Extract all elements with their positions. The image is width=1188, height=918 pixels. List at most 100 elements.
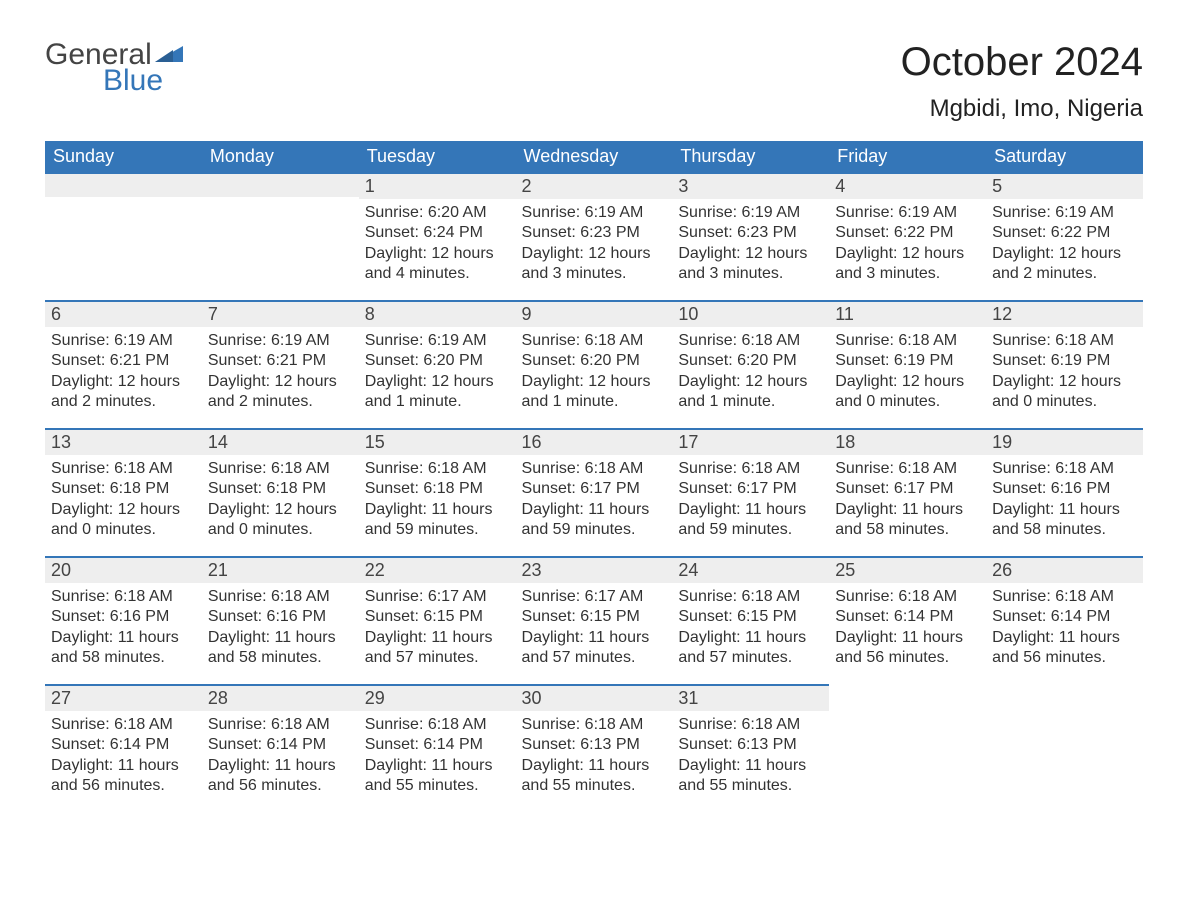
day-dl1: Daylight: 11 hours	[678, 500, 823, 520]
day-sunset: Sunset: 6:14 PM	[51, 735, 196, 755]
day-sunset: Sunset: 6:15 PM	[678, 607, 823, 627]
day-dl1: Daylight: 12 hours	[678, 372, 823, 392]
calendar-table: Sunday Monday Tuesday Wednesday Thursday…	[45, 141, 1143, 812]
day-sunrise: Sunrise: 6:18 AM	[208, 587, 353, 607]
day-content: Sunrise: 6:18 AMSunset: 6:19 PMDaylight:…	[829, 327, 986, 423]
day-sunrise: Sunrise: 6:18 AM	[992, 331, 1137, 351]
day-content: Sunrise: 6:18 AMSunset: 6:17 PMDaylight:…	[672, 455, 829, 551]
calendar-day-cell: 15Sunrise: 6:18 AMSunset: 6:18 PMDayligh…	[359, 428, 516, 556]
day-sunset: Sunset: 6:21 PM	[208, 351, 353, 371]
day-sunset: Sunset: 6:20 PM	[678, 351, 823, 371]
day-sunset: Sunset: 6:13 PM	[678, 735, 823, 755]
day-dl2: and 0 minutes.	[51, 520, 196, 540]
calendar-week-row: 6Sunrise: 6:19 AMSunset: 6:21 PMDaylight…	[45, 300, 1143, 428]
day-dl2: and 58 minutes.	[51, 648, 196, 668]
day-sunrise: Sunrise: 6:18 AM	[51, 587, 196, 607]
day-sunset: Sunset: 6:22 PM	[992, 223, 1137, 243]
day-sunset: Sunset: 6:23 PM	[522, 223, 667, 243]
logo: General Blue	[45, 40, 183, 96]
day-sunrise: Sunrise: 6:18 AM	[522, 331, 667, 351]
day-sunrise: Sunrise: 6:18 AM	[51, 459, 196, 479]
day-dl1: Daylight: 11 hours	[365, 628, 510, 648]
day-sunset: Sunset: 6:19 PM	[992, 351, 1137, 371]
day-dl2: and 2 minutes.	[208, 392, 353, 412]
day-sunset: Sunset: 6:14 PM	[835, 607, 980, 627]
weekday-header: Wednesday	[516, 141, 673, 172]
day-number: 27	[45, 684, 202, 711]
day-sunrise: Sunrise: 6:17 AM	[365, 587, 510, 607]
day-dl1: Daylight: 12 hours	[835, 372, 980, 392]
day-sunset: Sunset: 6:15 PM	[365, 607, 510, 627]
day-sunrise: Sunrise: 6:18 AM	[365, 459, 510, 479]
day-content: Sunrise: 6:18 AMSunset: 6:18 PMDaylight:…	[45, 455, 202, 551]
day-content: Sunrise: 6:18 AMSunset: 6:18 PMDaylight:…	[202, 455, 359, 551]
day-sunrise: Sunrise: 6:18 AM	[365, 715, 510, 735]
day-content: Sunrise: 6:17 AMSunset: 6:15 PMDaylight:…	[359, 583, 516, 679]
calendar-day-cell: 8Sunrise: 6:19 AMSunset: 6:20 PMDaylight…	[359, 300, 516, 428]
day-sunrise: Sunrise: 6:18 AM	[992, 587, 1137, 607]
day-sunset: Sunset: 6:13 PM	[522, 735, 667, 755]
day-dl2: and 59 minutes.	[365, 520, 510, 540]
calendar-week-row: 13Sunrise: 6:18 AMSunset: 6:18 PMDayligh…	[45, 428, 1143, 556]
day-dl2: and 3 minutes.	[678, 264, 823, 284]
day-number: 26	[986, 556, 1143, 583]
day-dl1: Daylight: 11 hours	[678, 756, 823, 776]
day-number: 3	[672, 172, 829, 199]
day-dl2: and 56 minutes.	[992, 648, 1137, 668]
day-sunset: Sunset: 6:14 PM	[208, 735, 353, 755]
calendar-week-row: 20Sunrise: 6:18 AMSunset: 6:16 PMDayligh…	[45, 556, 1143, 684]
day-content: Sunrise: 6:18 AMSunset: 6:18 PMDaylight:…	[359, 455, 516, 551]
day-content: Sunrise: 6:19 AMSunset: 6:23 PMDaylight:…	[516, 199, 673, 295]
day-sunrise: Sunrise: 6:18 AM	[51, 715, 196, 735]
day-content: Sunrise: 6:18 AMSunset: 6:20 PMDaylight:…	[672, 327, 829, 423]
day-number: 24	[672, 556, 829, 583]
calendar-day-cell: 26Sunrise: 6:18 AMSunset: 6:14 PMDayligh…	[986, 556, 1143, 684]
day-dl1: Daylight: 11 hours	[835, 500, 980, 520]
day-sunrise: Sunrise: 6:18 AM	[678, 459, 823, 479]
day-dl2: and 56 minutes.	[208, 776, 353, 796]
calendar-day-cell: 11Sunrise: 6:18 AMSunset: 6:19 PMDayligh…	[829, 300, 986, 428]
day-sunrise: Sunrise: 6:18 AM	[992, 459, 1137, 479]
day-number: 7	[202, 300, 359, 327]
day-content: Sunrise: 6:19 AMSunset: 6:23 PMDaylight:…	[672, 199, 829, 295]
day-dl1: Daylight: 11 hours	[522, 500, 667, 520]
day-dl1: Daylight: 12 hours	[835, 244, 980, 264]
day-sunset: Sunset: 6:14 PM	[992, 607, 1137, 627]
day-dl1: Daylight: 12 hours	[208, 372, 353, 392]
calendar-day-cell: 12Sunrise: 6:18 AMSunset: 6:19 PMDayligh…	[986, 300, 1143, 428]
day-content: Sunrise: 6:19 AMSunset: 6:20 PMDaylight:…	[359, 327, 516, 423]
calendar-day-cell: 14Sunrise: 6:18 AMSunset: 6:18 PMDayligh…	[202, 428, 359, 556]
day-dl2: and 56 minutes.	[835, 648, 980, 668]
day-dl2: and 55 minutes.	[678, 776, 823, 796]
calendar-day-cell: 4Sunrise: 6:19 AMSunset: 6:22 PMDaylight…	[829, 172, 986, 300]
weekday-header: Monday	[202, 141, 359, 172]
day-content: Sunrise: 6:18 AMSunset: 6:19 PMDaylight:…	[986, 327, 1143, 423]
calendar-day-cell: 25Sunrise: 6:18 AMSunset: 6:14 PMDayligh…	[829, 556, 986, 684]
day-dl1: Daylight: 12 hours	[365, 372, 510, 392]
calendar-day-cell: 31Sunrise: 6:18 AMSunset: 6:13 PMDayligh…	[672, 684, 829, 812]
day-dl2: and 1 minute.	[522, 392, 667, 412]
day-dl1: Daylight: 12 hours	[51, 500, 196, 520]
day-dl1: Daylight: 11 hours	[51, 756, 196, 776]
day-number: 14	[202, 428, 359, 455]
day-sunset: Sunset: 6:17 PM	[678, 479, 823, 499]
day-number: 10	[672, 300, 829, 327]
calendar-day-cell: 17Sunrise: 6:18 AMSunset: 6:17 PMDayligh…	[672, 428, 829, 556]
calendar-day-cell	[202, 172, 359, 300]
day-sunrise: Sunrise: 6:18 AM	[835, 587, 980, 607]
day-content: Sunrise: 6:18 AMSunset: 6:14 PMDaylight:…	[45, 711, 202, 807]
day-number: 21	[202, 556, 359, 583]
calendar-week-row: 27Sunrise: 6:18 AMSunset: 6:14 PMDayligh…	[45, 684, 1143, 812]
day-number: 25	[829, 556, 986, 583]
calendar-day-cell: 7Sunrise: 6:19 AMSunset: 6:21 PMDaylight…	[202, 300, 359, 428]
calendar-day-cell: 16Sunrise: 6:18 AMSunset: 6:17 PMDayligh…	[516, 428, 673, 556]
day-number: 9	[516, 300, 673, 327]
day-dl1: Daylight: 12 hours	[992, 244, 1137, 264]
calendar-day-cell: 23Sunrise: 6:17 AMSunset: 6:15 PMDayligh…	[516, 556, 673, 684]
day-number: 22	[359, 556, 516, 583]
day-number: 20	[45, 556, 202, 583]
day-dl2: and 58 minutes.	[208, 648, 353, 668]
calendar-day-cell: 10Sunrise: 6:18 AMSunset: 6:20 PMDayligh…	[672, 300, 829, 428]
day-dl2: and 58 minutes.	[835, 520, 980, 540]
day-dl2: and 55 minutes.	[522, 776, 667, 796]
